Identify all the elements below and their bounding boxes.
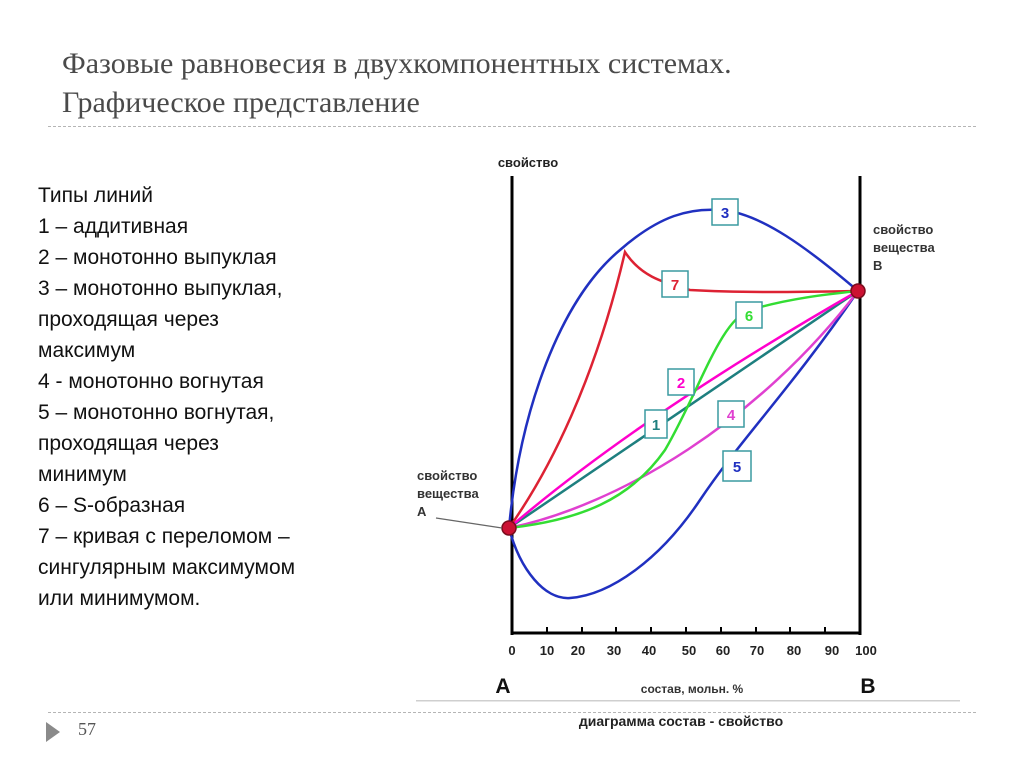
curve-label-3: 3	[711, 198, 739, 226]
x-tick-label: 100	[855, 643, 877, 658]
end-label-a: A	[495, 675, 510, 698]
legend-line-1: 1 – аддитивная	[38, 215, 189, 238]
legend-line-6: 4 - монотонно вогнутая	[38, 370, 264, 393]
label-b-line-3: В	[873, 258, 882, 273]
x-axis-label: состав, мольн. %	[641, 682, 744, 696]
label-a-line-1: свойство	[417, 468, 477, 483]
slide-arrow-icon	[46, 722, 60, 742]
x-tick-label: 20	[571, 643, 585, 658]
svg-text:1: 1	[652, 417, 660, 434]
legend-line-12: сингулярным максимумом	[38, 556, 296, 579]
page-number: 57	[78, 719, 96, 739]
x-tick-marks	[546, 627, 826, 633]
legend-line-4: проходящая через	[38, 308, 219, 331]
x-tick-label: 90	[825, 643, 839, 658]
curve-7	[507, 248, 859, 529]
legend-line-3: 3 – монотонно выпуклая,	[38, 277, 283, 300]
legend-line-11: 7 – кривая с переломом –	[38, 525, 290, 548]
svg-text:2: 2	[677, 375, 685, 392]
legend-line-2: 2 – монотонно выпуклая	[38, 246, 277, 269]
svg-text:4: 4	[727, 407, 736, 424]
x-tick-label: 10	[540, 643, 554, 658]
pointer-line-a	[435, 517, 503, 529]
label-a-line-3: А	[417, 504, 427, 519]
legend-line-9: минимум	[38, 463, 127, 486]
curve-6	[508, 289, 859, 530]
curve-1	[508, 289, 859, 530]
curve-4	[508, 290, 859, 530]
svg-text:7: 7	[671, 277, 679, 294]
x-tick-labels: 0 10 20 30 40 50 60 70 80 90 100	[508, 643, 876, 658]
legend-line-10: 6 – S-образная	[38, 494, 186, 517]
svg-text:3: 3	[721, 205, 729, 222]
x-tick-label: 80	[787, 643, 801, 658]
endpoint-a-marker	[501, 520, 517, 536]
label-b-line-2: вещества	[873, 240, 935, 255]
curve-label-4: 4	[717, 400, 745, 428]
slide-title: Фазовые равновесия в двухкомпонентных си…	[62, 44, 982, 122]
legend-heading: Типы линий	[38, 184, 153, 207]
legend-line-5: максимум	[38, 339, 136, 362]
title-divider	[48, 126, 976, 127]
x-tick-label: 60	[716, 643, 730, 658]
line-types-legend: Типы линий 1 – аддитивная 2 – монотонно …	[38, 180, 398, 614]
svg-text:5: 5	[733, 459, 741, 476]
curve-3	[507, 208, 859, 529]
curve-label-6: 6	[735, 301, 763, 329]
legend-line-13: или минимумом.	[38, 587, 201, 610]
x-tick-label: 70	[750, 643, 764, 658]
curve-label-5: 5	[722, 450, 752, 482]
legend-line-7: 5 – монотонно вогнутая,	[38, 401, 275, 424]
y-axis-label: свойство	[498, 155, 558, 170]
label-a-line-2: вещества	[417, 486, 479, 501]
footer-divider	[48, 712, 976, 713]
caption-divider	[416, 700, 960, 702]
diagram-caption: диаграмма состав - свойство	[579, 713, 783, 729]
x-tick-label: 30	[607, 643, 621, 658]
slide-title-line-2: Графическое представление	[62, 86, 420, 119]
curve-label-1: 1	[644, 409, 668, 439]
end-label-b: B	[860, 675, 875, 698]
curve-label-2: 2	[667, 368, 695, 396]
slide-title-line-1: Фазовые равновесия в двухкомпонентных си…	[62, 47, 732, 80]
legend-line-8: проходящая через	[38, 432, 219, 455]
label-b-line-1: свойство	[873, 222, 933, 237]
curve-label-7: 7	[661, 270, 689, 298]
svg-text:6: 6	[745, 308, 753, 325]
x-tick-label: 0	[508, 643, 515, 658]
curve-5	[507, 290, 860, 600]
x-tick-label: 40	[642, 643, 656, 658]
endpoint-b-marker	[850, 283, 866, 299]
x-tick-label: 50	[682, 643, 696, 658]
